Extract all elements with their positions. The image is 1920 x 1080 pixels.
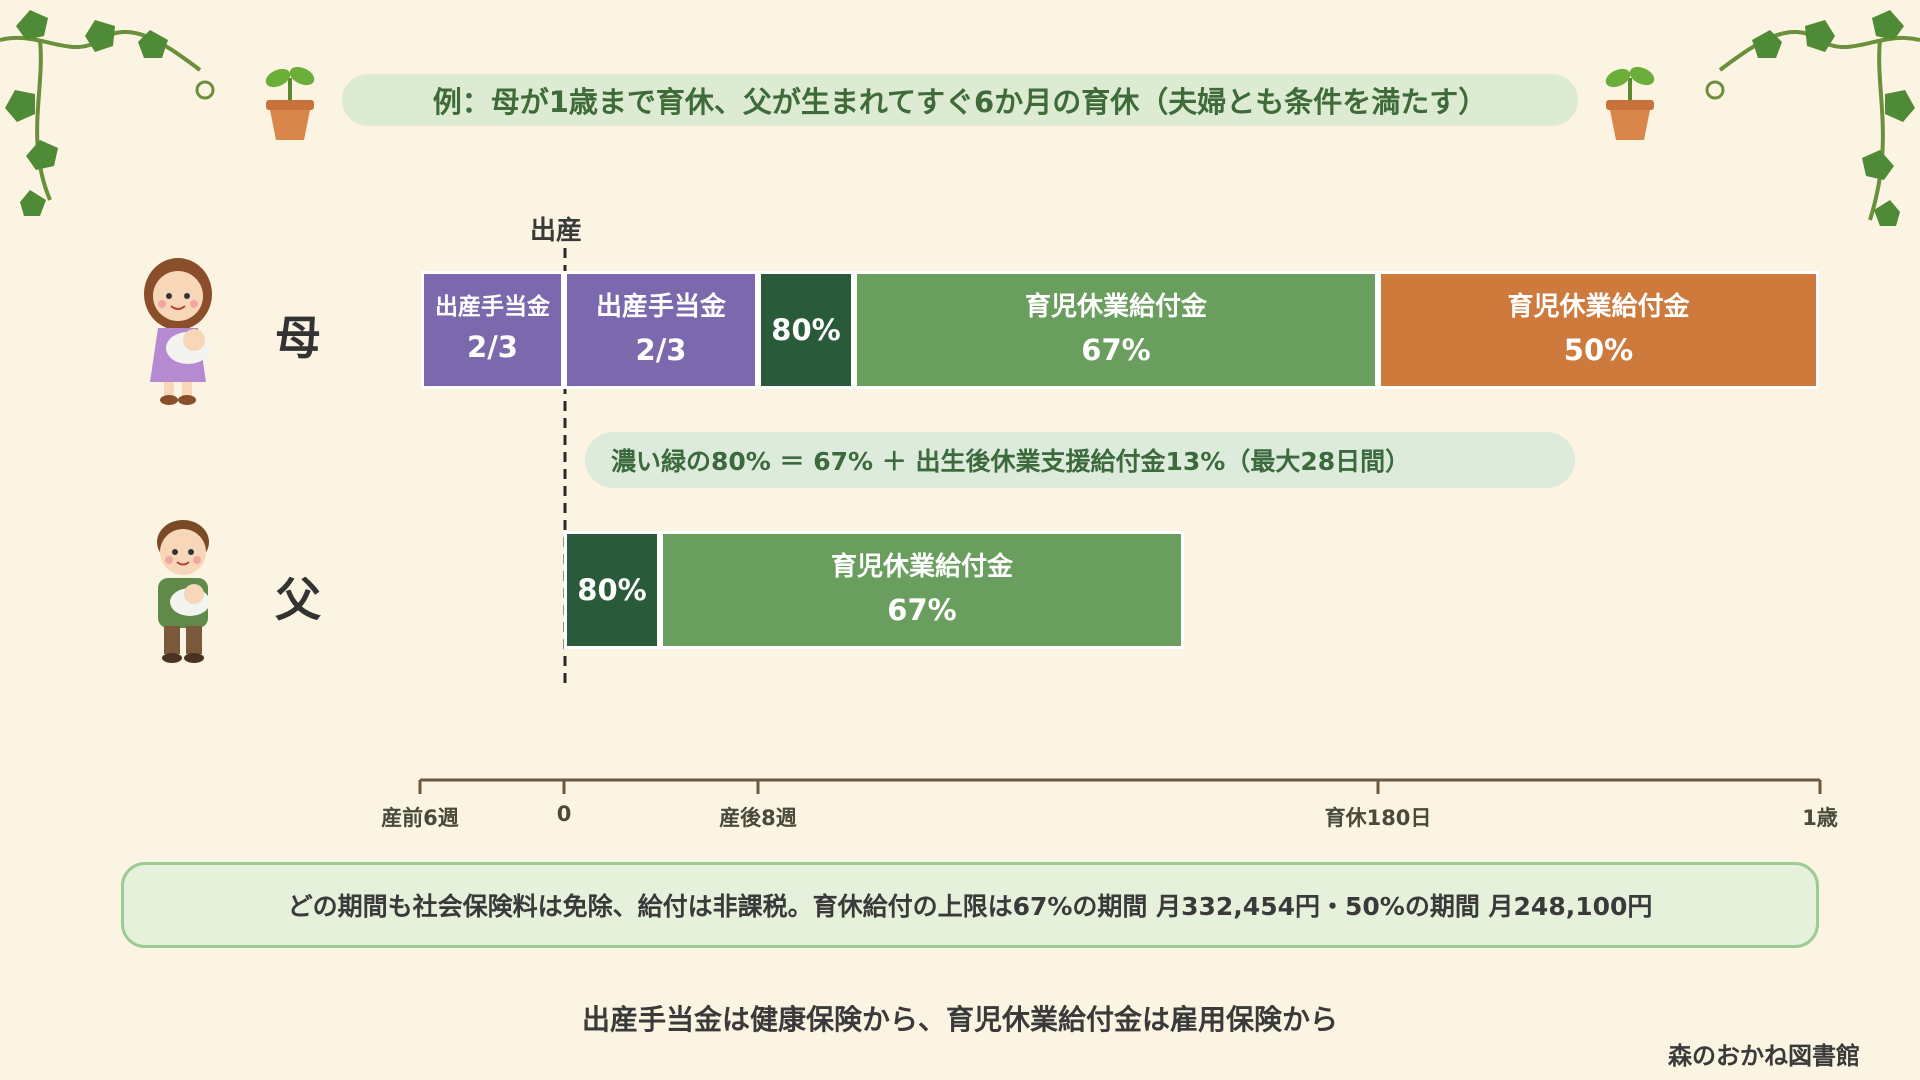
tick-label-prenatal-6w: 産前6週: [381, 806, 459, 830]
segment-name: 出産手当金: [595, 292, 726, 323]
segment-rate: 80%: [577, 572, 647, 607]
potted-sprout-icon: [1605, 66, 1655, 140]
timeline-axis: [418, 778, 1822, 794]
tick-label-leave-180d: 育休180日: [1324, 806, 1432, 830]
father-segment-67: 育児休業給付金 67%: [660, 531, 1184, 649]
father-label: 父: [275, 573, 321, 627]
mother-segment-prenatal-allowance: 出産手当金 2/3: [421, 271, 564, 389]
segment-name: 出産手当金: [435, 293, 550, 320]
segment-rate: 2/3: [635, 332, 687, 367]
brand-name: 森のおかね図書館: [1668, 1042, 1860, 1070]
mother-label: 母: [275, 311, 321, 365]
note-80-explanation: 濃い緑の80% ＝ 67% ＋ 出生後休業支援給付金13%（最大28日間）: [585, 432, 1575, 488]
tick-label-postnatal-8w: 産後8週: [719, 806, 797, 830]
funding-source-note: 出産手当金は健康保険から、育児休業給付金は雇用保険から: [581, 1003, 1338, 1036]
segment-name: 育児休業給付金: [830, 552, 1013, 583]
potted-sprout-icon: [265, 66, 315, 140]
tick-label-zero: 0: [556, 802, 572, 826]
segment-rate: 50%: [1563, 332, 1634, 367]
birth-label: 出産: [530, 216, 583, 246]
ivy-vine-icon: [1705, 10, 1920, 226]
ivy-vine-icon: [0, 10, 215, 216]
segment-rate: 80%: [771, 312, 841, 347]
mother-segment-postnatal-allowance: 出産手当金 2/3: [564, 271, 758, 389]
mother-with-baby-icon: [144, 258, 212, 405]
info-box: どの期間も社会保険料は免除、給付は非課税。育休給付の上限は67%の期間 月332…: [121, 862, 1819, 948]
segment-rate: 67%: [887, 592, 957, 627]
mother-segment-80: 80%: [758, 271, 854, 389]
father-segment-80: 80%: [564, 531, 660, 649]
mother-segment-67: 育児休業給付金 67%: [854, 271, 1378, 389]
segment-name: 育児休業給付金: [1507, 292, 1690, 323]
segment-rate: 67%: [1081, 332, 1151, 367]
tick-label-age-1: 1歳: [1802, 806, 1838, 830]
segment-name: 育児休業給付金: [1024, 292, 1207, 323]
scenario-title: 例：母が1歳まで育休、父が生まれてすぐ6か月の育休（夫婦とも条件を満たす）: [342, 74, 1578, 126]
father-with-baby-icon: [157, 520, 210, 663]
segment-rate: 2/3: [467, 330, 518, 365]
mother-segment-50: 育児休業給付金 50%: [1378, 271, 1819, 389]
